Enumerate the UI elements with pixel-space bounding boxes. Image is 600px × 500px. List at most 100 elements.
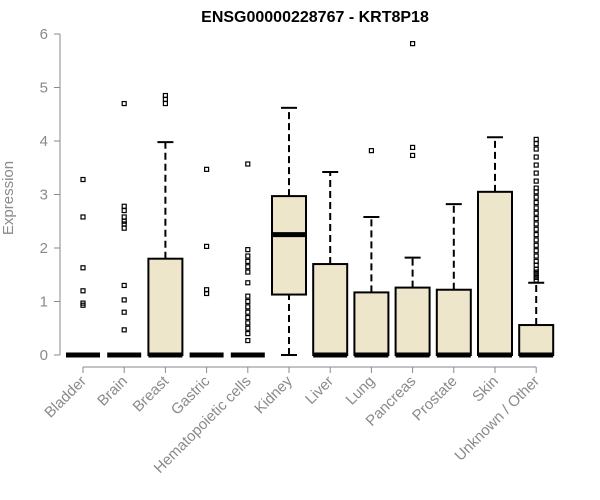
outlier-point [533, 185, 539, 191]
y-axis-label: Expression [0, 161, 17, 235]
outlier-point [533, 277, 539, 283]
outlier-point [245, 304, 251, 310]
outlier-point [410, 152, 416, 159]
box-iqr [435, 288, 472, 357]
x-tick-label: Breast [130, 372, 173, 415]
outlier-point [245, 293, 251, 299]
outlier-point [245, 280, 251, 286]
outlier-point [533, 269, 539, 275]
box-8 [394, 41, 431, 358]
box-11 [518, 136, 555, 358]
outlier-point [533, 146, 539, 152]
outlier-point [533, 136, 539, 142]
outlier-point [245, 331, 251, 337]
x-tick-label: Skin [469, 373, 502, 406]
box-1 [107, 100, 142, 358]
box-6 [312, 171, 349, 358]
boxes-group [66, 41, 555, 358]
outlier-point [533, 178, 539, 184]
outlier-point [245, 269, 251, 275]
box-iqr [477, 190, 513, 356]
box-7 [353, 148, 390, 358]
outlier-point [533, 258, 539, 264]
outlier-point [245, 253, 251, 259]
outlier-point [80, 265, 86, 271]
outlier-point [162, 92, 168, 99]
outlier-point [121, 282, 127, 289]
outlier-point [533, 253, 539, 259]
box-2 [147, 92, 184, 358]
outlier-point [121, 207, 127, 214]
box-3 [189, 166, 224, 358]
outlier-point [245, 298, 251, 305]
outlier-point [245, 161, 251, 167]
outlier-point [533, 221, 539, 227]
outlier-point [121, 214, 127, 220]
outlier-point [204, 243, 210, 249]
outlier-point [121, 309, 127, 315]
outlier-point [245, 309, 251, 315]
box-5 [271, 106, 307, 356]
outlier-point [121, 297, 127, 303]
box-iqr [518, 324, 555, 357]
y-axis: 0 1 2 3 4 5 6 [40, 26, 61, 364]
outlier-point [121, 221, 127, 227]
outlier-point [121, 100, 127, 107]
outlier-point [533, 194, 539, 200]
outlier-point [245, 337, 251, 344]
outlier-point [533, 272, 539, 278]
y-tick-label: 2 [40, 240, 48, 257]
y-tick-label: 1 [40, 294, 48, 311]
outlier-point [533, 141, 539, 147]
outlier-point [533, 210, 539, 216]
outlier-point [533, 266, 539, 272]
x-tick-label: Brain [94, 373, 131, 410]
outlier-point [121, 203, 127, 209]
outlier-point [533, 205, 539, 211]
outlier-point [533, 215, 539, 222]
outlier-point [245, 264, 251, 270]
outlier-point [204, 287, 210, 293]
box-9 [435, 203, 472, 358]
box-iqr [147, 257, 184, 357]
outlier-point [533, 154, 539, 160]
outlier-point [245, 320, 251, 326]
y-tick-label: 6 [40, 26, 48, 43]
outlier-point [245, 247, 251, 253]
box-4 [230, 161, 265, 358]
x-tick-label: Prostate [409, 373, 461, 425]
box-iqr [312, 263, 349, 356]
outlier-point [121, 225, 127, 231]
outlier-point [533, 248, 539, 254]
x-tick-label: Lung [343, 373, 379, 409]
x-tick-label: Bladder [41, 373, 90, 422]
outlier-point [204, 166, 210, 172]
outlier-point [80, 214, 86, 220]
box-iqr [394, 286, 431, 356]
chart-title: ENSG00000228767 - KRT8P18 [201, 9, 429, 26]
outlier-point [533, 274, 539, 281]
outlier-point [410, 41, 416, 47]
outlier-point [533, 170, 539, 176]
outlier-point [121, 218, 127, 224]
outlier-point [162, 100, 168, 107]
outlier-point [80, 288, 86, 294]
outlier-point [80, 176, 86, 183]
outlier-point [245, 258, 251, 264]
outlier-point [80, 300, 86, 306]
outlier-point [121, 327, 127, 333]
outlier-point [533, 199, 539, 206]
x-tick-label: Kidney [251, 372, 296, 417]
box-0 [66, 176, 100, 358]
outlier-point [533, 237, 539, 243]
x-tick-label: Liver [302, 373, 337, 408]
outlier-point [533, 226, 539, 232]
y-tick-label: 5 [40, 80, 48, 97]
outlier-point [533, 232, 539, 238]
outlier-point [245, 314, 251, 321]
box-iqr [271, 195, 307, 296]
outlier-point [533, 242, 539, 248]
outlier-point [410, 144, 416, 151]
